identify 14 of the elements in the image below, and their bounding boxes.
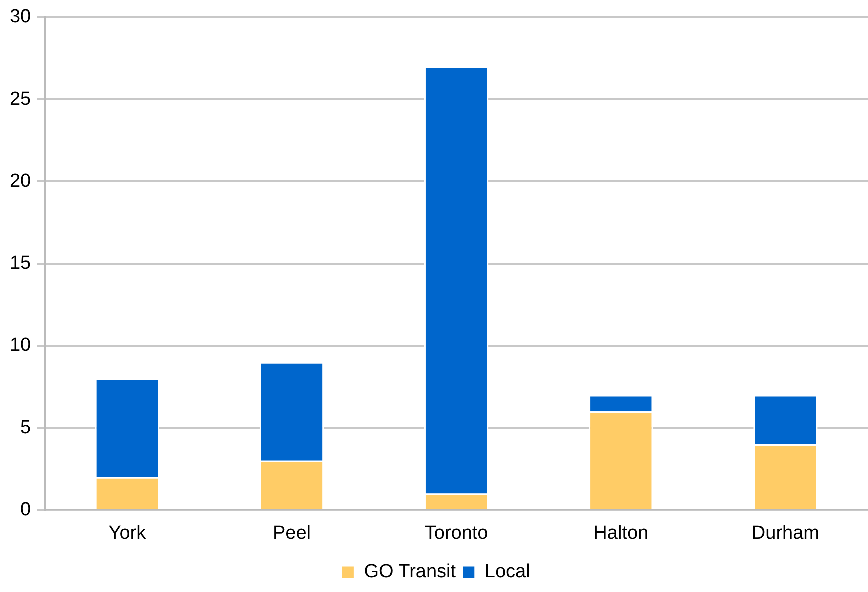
legend-label: Local xyxy=(484,562,530,583)
y-tick-label: 25 xyxy=(10,88,32,110)
y-tick-label: 30 xyxy=(10,6,32,28)
y-tick-label: 10 xyxy=(10,335,32,356)
x-tick-label: Durham xyxy=(752,522,820,544)
x-tick-label: Halton xyxy=(594,522,649,544)
y-tick-label: 20 xyxy=(10,170,32,192)
x-tick-label: York xyxy=(108,522,147,544)
legend-label: GO Transit xyxy=(364,562,457,583)
x-tick-label: Toronto xyxy=(424,522,488,544)
y-tick-label: 15 xyxy=(10,253,32,274)
y-tick-label: 5 xyxy=(20,417,32,438)
x-tick-label: Peel xyxy=(272,522,312,544)
y-tick-label: 0 xyxy=(20,499,32,520)
